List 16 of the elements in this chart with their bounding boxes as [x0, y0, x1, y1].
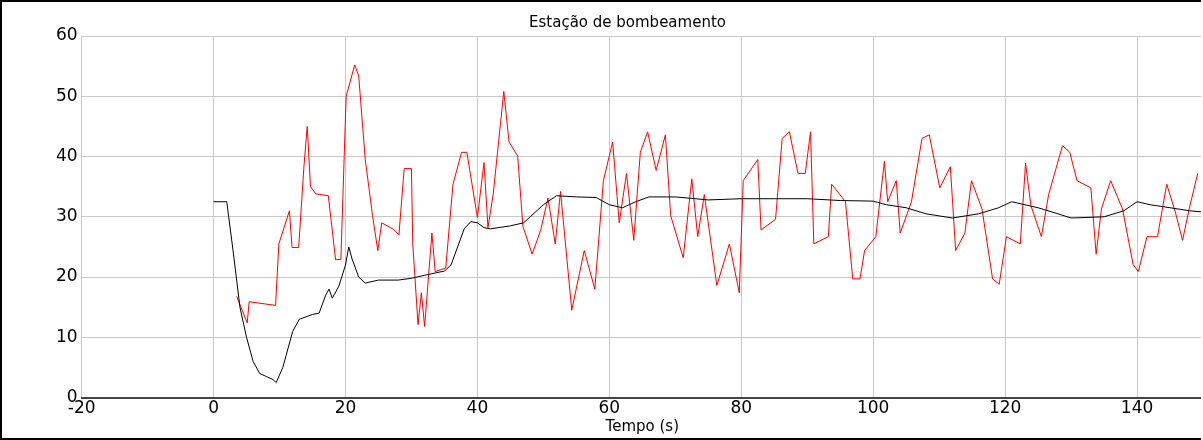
y-tick-label: 20: [55, 265, 78, 286]
chart-title: Estação de bombeamento: [529, 12, 726, 31]
y-tick-label: 10: [55, 325, 78, 346]
x-tick-label: 40: [466, 397, 489, 418]
y-tick-label: 30: [55, 205, 78, 226]
x-tick-label: 20: [334, 397, 357, 418]
x-tick-label: 120: [988, 397, 1022, 418]
x-tick-label: 140: [1120, 397, 1154, 418]
x-tick-label: 80: [730, 397, 753, 418]
x-tick-label: 0: [208, 397, 219, 418]
y-tick-label: 60: [55, 24, 78, 45]
x-tick-label: 100: [856, 397, 890, 418]
y-tick-label: 40: [55, 144, 78, 165]
y-tick-label: 50: [55, 84, 78, 105]
x-axis-title: Tempo (s): [604, 416, 680, 435]
x-tick-label: 60: [598, 397, 621, 418]
